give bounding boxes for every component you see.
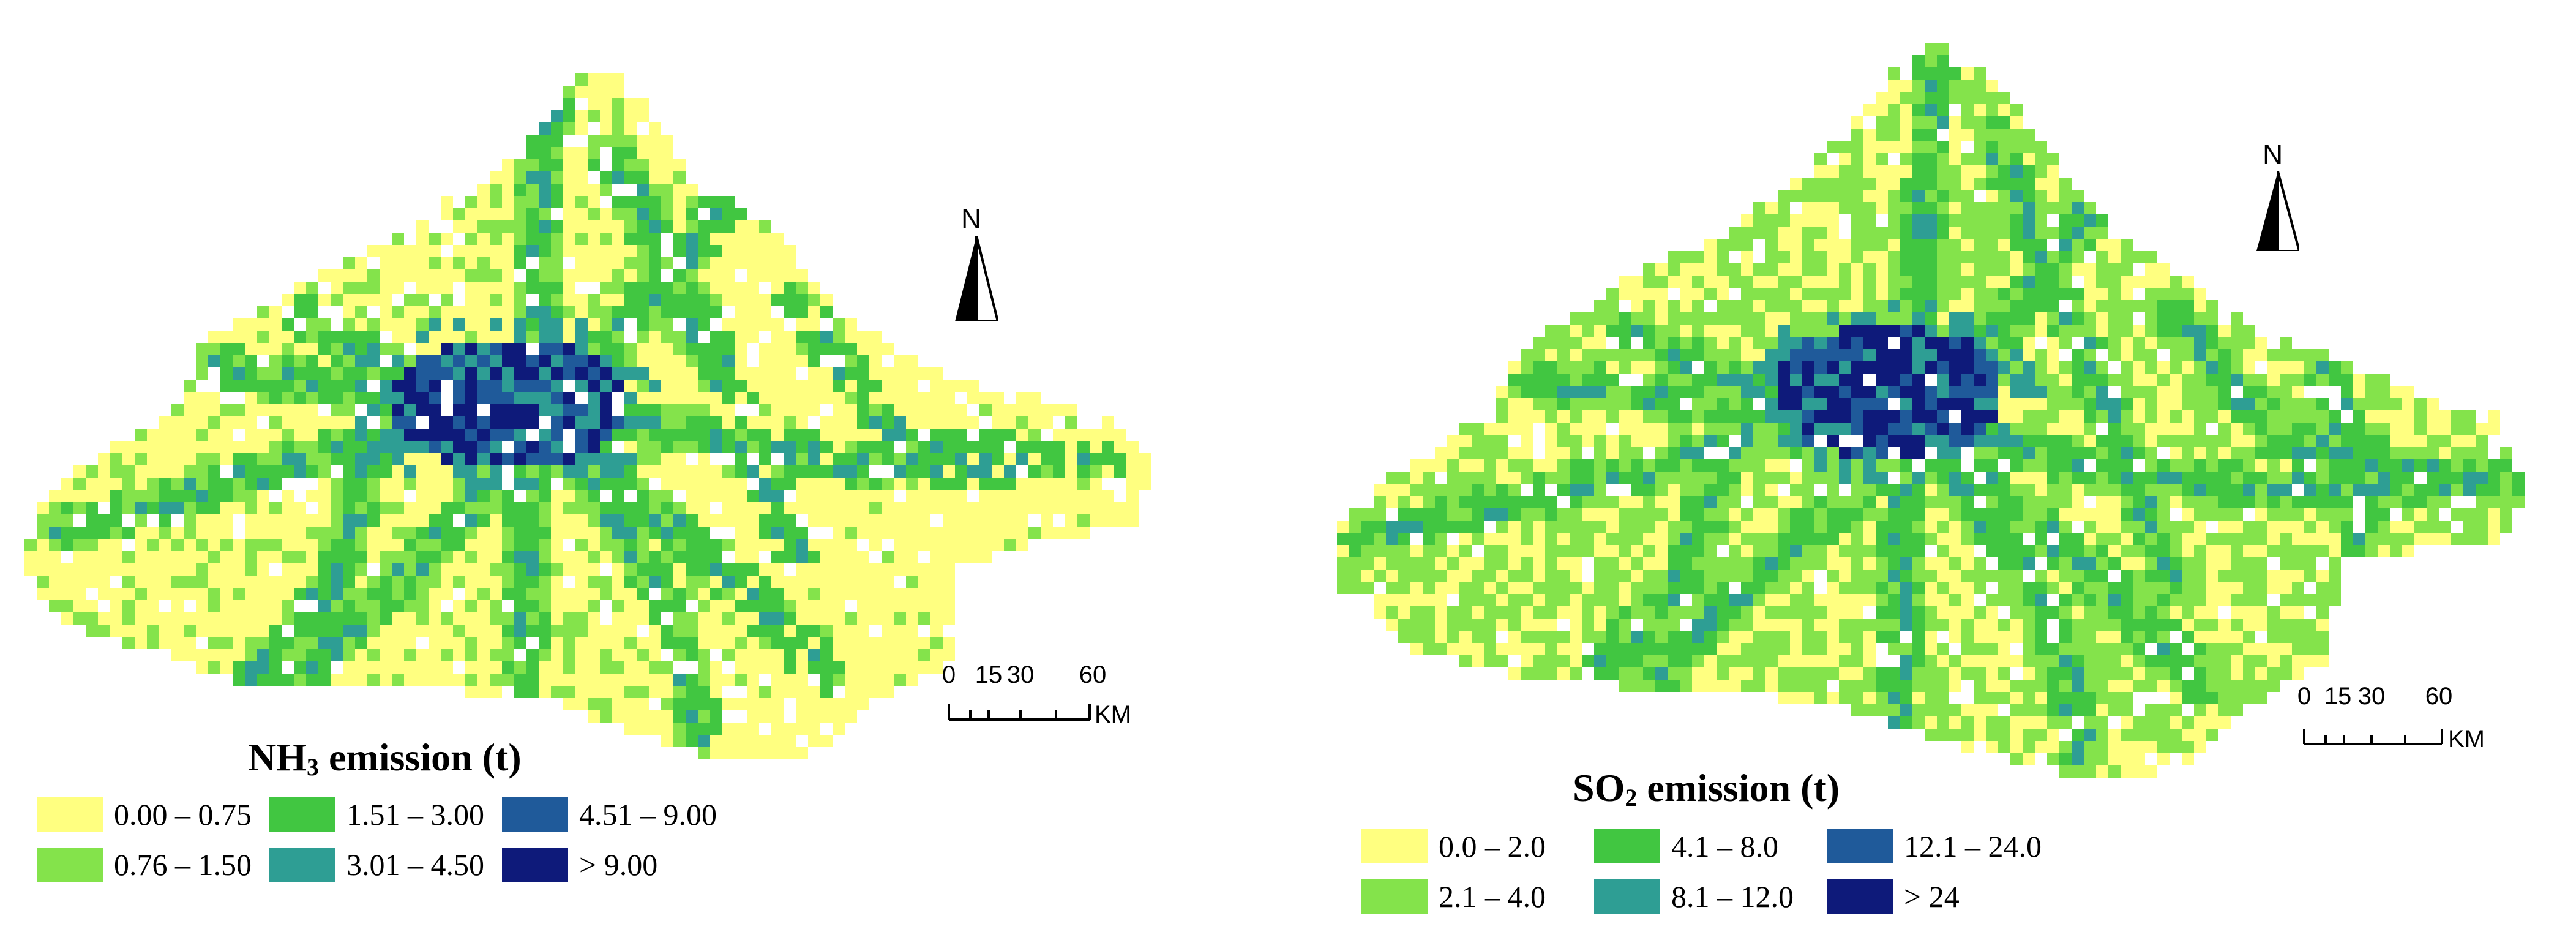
legend-label: 0.76 – 1.50 <box>114 848 252 882</box>
scale-tick-0: 0 <box>942 661 956 688</box>
legend-label: 4.1 – 8.0 <box>1671 829 1778 863</box>
scale-tick-30: 30 <box>1007 661 1035 688</box>
legend-item: 3.01 – 4.50 <box>269 846 484 883</box>
legend-swatch <box>1594 829 1660 863</box>
legend-item: > 9.00 <box>502 846 657 883</box>
scale-tick-15: 15 <box>2324 683 2352 710</box>
legend-swatch <box>37 848 103 882</box>
legend-label: 3.01 – 4.50 <box>346 848 484 882</box>
scale-tick-15: 15 <box>975 661 1003 688</box>
legend-label: 0.0 – 2.0 <box>1439 829 1546 863</box>
legend-label: 2.1 – 4.0 <box>1439 879 1546 914</box>
north-label: N <box>961 203 982 235</box>
legend-label: 12.1 – 24.0 <box>1904 829 2042 863</box>
nh3-emission-map <box>24 73 1151 759</box>
legend-swatch <box>37 797 103 832</box>
scale-unit: KM <box>2448 726 2485 750</box>
legend-item: 4.51 – 9.00 <box>502 796 717 833</box>
scale-bar: 0 15 30 60 KM <box>942 661 1131 726</box>
legend-label: > 24 <box>1904 879 1960 914</box>
legend-label: 4.51 – 9.00 <box>579 797 717 832</box>
scale-unit: KM <box>1095 701 1131 726</box>
legend-item: 0.00 – 0.75 <box>37 796 252 833</box>
legend-title: NH3 emission (t) <box>248 735 522 781</box>
scale-tick-60: 60 <box>2425 683 2453 710</box>
legend-item: 8.1 – 12.0 <box>1594 878 1794 915</box>
legend-swatch <box>1594 879 1660 914</box>
legend-swatch <box>502 797 568 832</box>
legend-swatch <box>502 848 568 882</box>
legend-item: 2.1 – 4.0 <box>1361 878 1546 915</box>
north-arrow-icon <box>2256 171 2299 251</box>
north-label: N <box>2263 138 2283 170</box>
scale-bar: 0 15 30 60 KM <box>2297 683 2485 750</box>
scale-tick-60: 60 <box>1079 661 1107 688</box>
legend-item: 0.76 – 1.50 <box>37 846 252 883</box>
legend-label: 0.00 – 0.75 <box>114 797 252 832</box>
legend-item: 1.51 – 3.00 <box>269 796 484 833</box>
legend-item: 4.1 – 8.0 <box>1594 828 1778 865</box>
legend-item: 12.1 – 24.0 <box>1827 828 2042 865</box>
nh3-map-panel: N 0 15 30 60 KM NH3 emission (t) 0.00 – … <box>24 73 1151 883</box>
legend-swatch <box>1827 829 1893 863</box>
legend-label: 1.51 – 3.00 <box>346 797 484 832</box>
legend-label: > 9.00 <box>579 848 658 882</box>
scale-tick-30: 30 <box>2358 683 2386 710</box>
legend-title: SO2 emission (t) <box>1573 766 1840 811</box>
legend-swatch <box>1827 879 1893 914</box>
so2-map-panel: N 0 15 30 60 KM SO2 emission (t) 0.0 – 2… <box>1288 0 2576 940</box>
scale-tick-0: 0 <box>2297 683 2311 710</box>
legend-swatch <box>269 848 335 882</box>
legend-swatch <box>1361 879 1428 914</box>
legend-label: 8.1 – 12.0 <box>1671 879 1794 914</box>
legend-swatch <box>269 797 335 832</box>
legend-item: 0.0 – 2.0 <box>1361 828 1546 865</box>
legend-swatch <box>1361 829 1428 863</box>
so2-emission-map <box>1337 43 2525 778</box>
legend-item: > 24 <box>1827 878 1960 915</box>
north-arrow-icon <box>955 236 998 321</box>
